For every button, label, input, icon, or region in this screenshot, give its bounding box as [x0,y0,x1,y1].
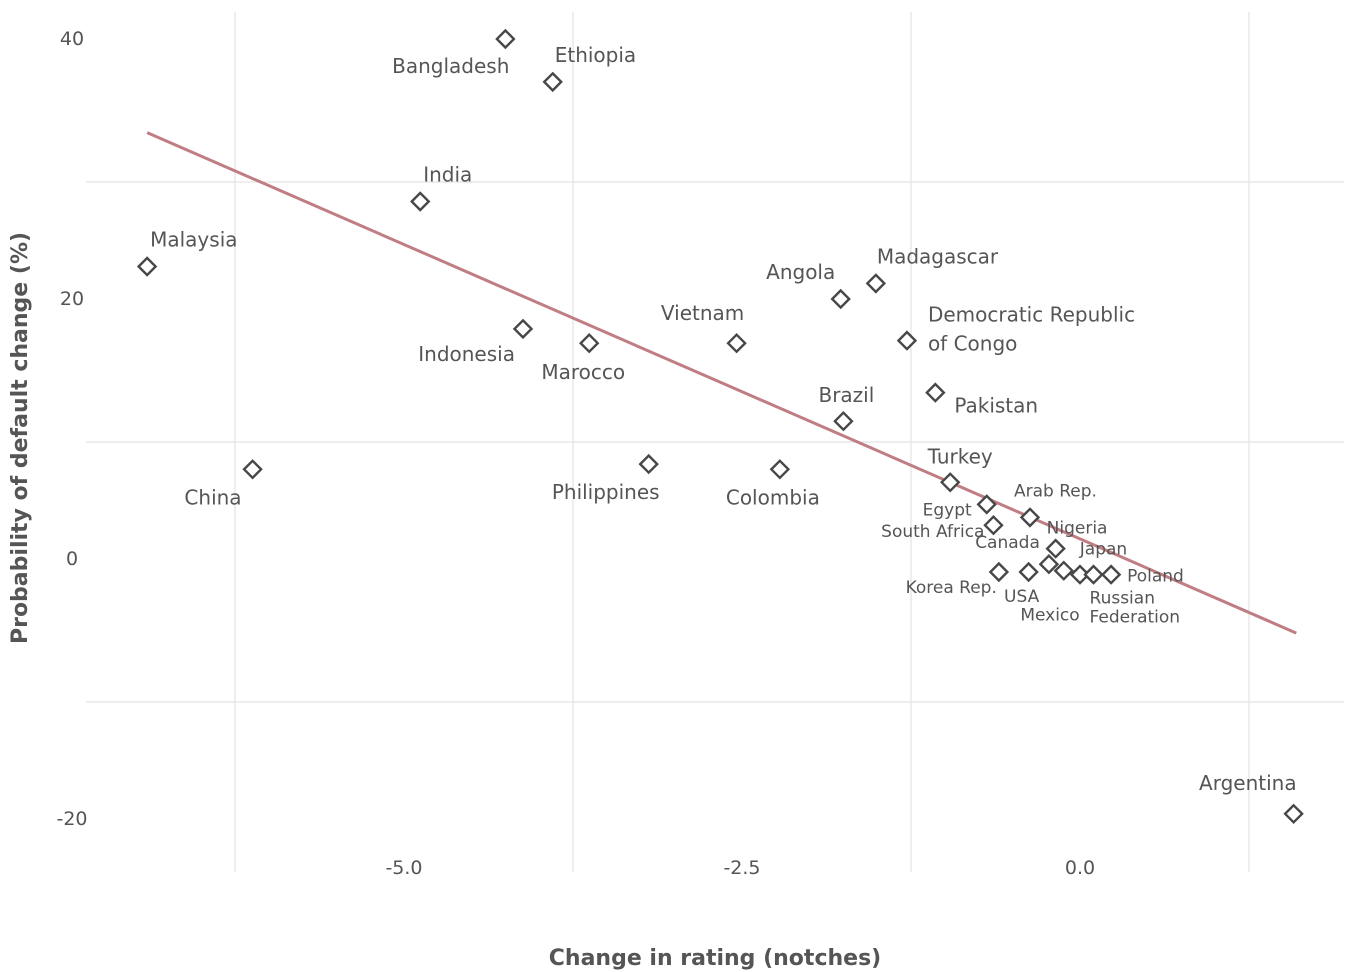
point-label-argentina: Argentina [1199,771,1297,795]
point-label-mexico: Mexico [1020,606,1079,626]
point-mexico [1069,564,1091,585]
point-label-usa: USA [1004,587,1040,607]
point-nigeria [1045,538,1066,559]
point-philippines [638,453,659,475]
point-indonesia [512,318,534,340]
x-tick-label: -5.0 [385,857,422,879]
point-label-russian-federation: Federation [1090,608,1181,628]
point-label-arab-rep: Arab Rep. [1014,481,1097,501]
y-tick-label: 0 [66,548,78,570]
point-korea-rep [988,561,1010,583]
point-russian-federation [1083,564,1104,585]
point-label-vietnam: Vietnam [661,301,744,325]
point-labels: Bangladesh Ethiopia India Malaysia Indonesia… [150,43,1296,795]
point-colombia [769,459,791,480]
y-axis-title: Probability of default change (%) [8,232,33,644]
point-ethiopia [542,71,563,93]
y-tick-label: 20 [60,288,84,310]
point-label-china: China [184,485,241,509]
point-label-angola: Angola [766,260,835,284]
point-label-turkey: Turkey [927,444,993,468]
point-japan [1053,560,1074,581]
point-canada [1038,554,1060,575]
point-label-south-africa: South Africa [881,522,984,542]
point-vietnam [726,333,747,354]
point-label-nigeria: Nigeria [1047,519,1108,539]
point-malaysia [136,256,158,277]
grid-layer [86,12,1344,872]
point-label-poland: Poland [1127,567,1184,587]
point-label-india: India [423,163,472,187]
point-label-indonesia: Indonesia [418,342,515,366]
points-layer [136,28,1304,824]
point-south-africa [983,515,1004,536]
point-turkey [940,472,961,493]
x-tick-label: 0.0 [1065,857,1095,879]
point-label-egypt: Egypt [923,500,972,520]
point-label-japan: Japan [1079,540,1127,560]
point-poland [1100,564,1122,585]
trend-line [146,131,1297,635]
point-label-canada: Canada [975,533,1040,553]
x-tick-label: -2.5 [723,857,760,879]
point-democratic-republic-of-congo [896,330,918,351]
y-tick-label: 40 [60,28,84,50]
point-angola [830,288,851,310]
point-egypt [976,494,997,515]
point-label-ethiopia: Ethiopia [555,43,636,67]
point-pakistan [925,382,946,403]
point-bangladesh [495,28,516,50]
point-label-malaysia: Malaysia [150,228,237,252]
point-label-bangladesh: Bangladesh [392,54,509,78]
tick-labels: -5.0 -2.5 0.0 40 20 0 -20 [56,28,1095,879]
point-china [242,459,263,480]
point-brazil [833,411,854,432]
point-label-democratic-republic-of-congo: of Congo [928,332,1017,356]
point-madagascar [865,273,887,294]
y-tick-label: -20 [56,808,87,830]
point-label-madagascar: Madagascar [877,244,999,268]
point-label-marocco: Marocco [541,360,625,384]
point-label-colombia: Colombia [726,485,820,509]
point-label-democratic-republic-of-congo: Democratic Republic [928,303,1135,327]
point-label-korea-rep: Korea Rep. [906,578,997,598]
point-argentina [1283,803,1304,824]
point-label-pakistan: Pakistan [954,394,1038,418]
x-axis-title: Change in rating (notches) [549,946,881,971]
point-usa [1018,561,1039,583]
trend-layer [146,131,1297,635]
point-label-philippines: Philippines [552,480,660,504]
point-marocco [579,333,600,354]
point-label-brazil: Brazil [818,383,874,407]
point-label-russian-federation: Russian [1090,589,1155,609]
point-india [410,191,431,212]
point-arab-rep [1019,507,1041,528]
